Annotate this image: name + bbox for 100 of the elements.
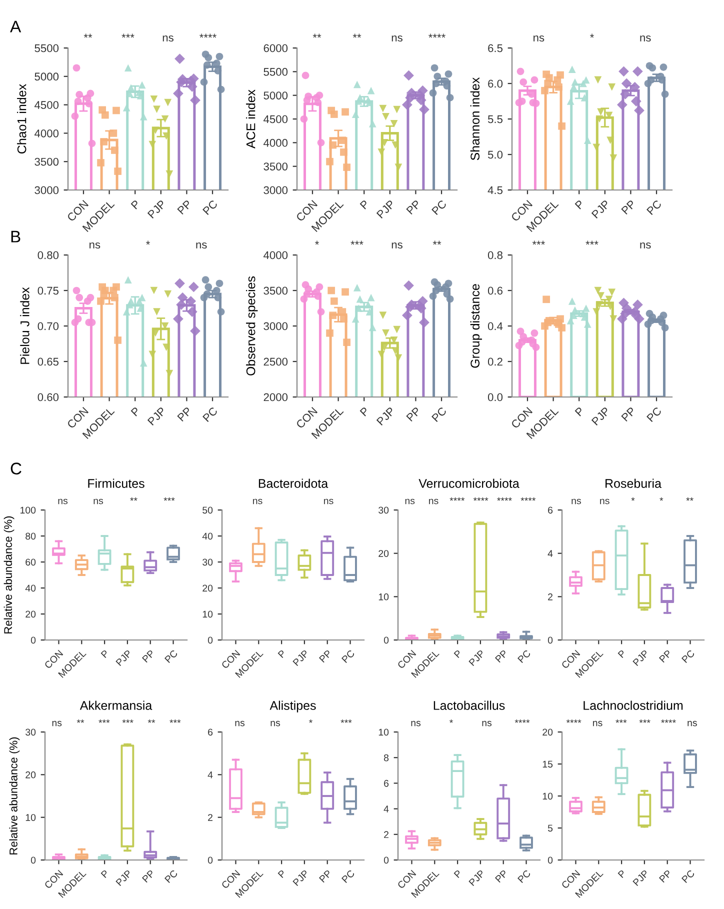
y-tick-label: 10 xyxy=(378,728,389,736)
text: A xyxy=(10,20,22,32)
x-tick-label: PP xyxy=(495,650,508,663)
text: **** xyxy=(566,719,582,723)
text: ** xyxy=(84,34,92,38)
text: *** xyxy=(98,719,110,723)
x-tick-label: PP xyxy=(142,870,155,883)
text: ns xyxy=(640,35,651,42)
y-tick-label: 5500 xyxy=(264,68,288,76)
text: ns xyxy=(392,242,402,249)
text: **** xyxy=(514,719,530,723)
x-tick-label: PP xyxy=(495,870,508,883)
y-tick-label: 0 xyxy=(30,856,36,864)
y-tick-label: 0.60 xyxy=(38,393,59,402)
y-tick-label: 30 xyxy=(378,506,389,514)
y-tick-label: 6.0 xyxy=(488,80,503,88)
text: ns xyxy=(593,720,602,726)
x-tick-label: PC xyxy=(431,200,447,216)
text: * xyxy=(315,240,319,245)
y-tick-label: 3000 xyxy=(264,186,288,194)
x-tick-label: PJP xyxy=(116,870,132,886)
y-tick-label: 50 xyxy=(202,506,213,514)
text: *** xyxy=(350,240,364,245)
y-tick-label: 0.65 xyxy=(38,358,59,366)
x-tick-label: PC xyxy=(164,649,178,664)
y-tick-label: 0 xyxy=(548,856,553,864)
text: ns xyxy=(196,242,207,249)
y-tick-label: 40 xyxy=(202,532,213,540)
text: **** xyxy=(450,497,465,501)
y-tick-label: 20 xyxy=(26,610,36,618)
y-tick-label: 8 xyxy=(384,754,389,762)
x-tick-label: PC xyxy=(164,869,178,884)
y-tick-label: 10 xyxy=(26,814,36,821)
x-tick-label: PP xyxy=(406,200,421,215)
text: B xyxy=(11,230,20,242)
x-tick-label: P xyxy=(454,650,462,658)
text: ** xyxy=(686,497,694,501)
y-tick-label: 10 xyxy=(378,593,389,600)
x-tick-label: PJP xyxy=(376,406,396,426)
x-tick-label: PJP xyxy=(147,406,166,426)
text: * xyxy=(631,497,635,501)
x-tick-label: PC xyxy=(517,649,532,664)
y-tick-label: 6 xyxy=(548,506,553,514)
x-tick-label: PC xyxy=(646,406,662,422)
x-tick-label: P xyxy=(360,200,370,210)
chart-title: Lactobacillus xyxy=(434,700,505,710)
x-tick-label: P xyxy=(618,870,626,878)
text: *** xyxy=(639,719,650,723)
y-tick-label: 60 xyxy=(26,558,36,566)
y-tick-label: 5500 xyxy=(34,44,59,52)
y-tick-label: 3500 xyxy=(264,286,288,295)
x-tick-label: P xyxy=(574,200,584,210)
y-axis-title: Chao1 index xyxy=(17,84,26,154)
x-tick-label: PC xyxy=(517,869,532,884)
text: **** xyxy=(200,34,216,38)
y-tick-label: 40 xyxy=(25,584,36,592)
text: * xyxy=(660,497,664,501)
y-tick-label: 4 xyxy=(208,772,213,778)
y-tick-label: 5.5 xyxy=(488,115,503,124)
x-tick-label: P xyxy=(130,406,140,416)
y-tick-label: 0 xyxy=(384,856,389,864)
x-tick-label: P xyxy=(574,406,584,416)
x-tick-label: P xyxy=(618,650,626,658)
chart-title: Firmicutes xyxy=(88,478,144,488)
x-tick-label: PJP xyxy=(468,870,486,886)
y-tick-label: 3500 xyxy=(34,158,59,166)
text: ns xyxy=(600,498,610,504)
y-tick-label: 3000 xyxy=(264,322,288,330)
x-tick-label: PC xyxy=(681,649,696,664)
text: **** xyxy=(473,497,488,501)
text: ** xyxy=(352,34,362,38)
text: *** xyxy=(170,719,181,723)
x-tick-label: PJP xyxy=(591,200,610,219)
y-tick-label: 2 xyxy=(548,593,552,600)
y-tick-label: 0 xyxy=(30,636,36,644)
y-tick-label: 30 xyxy=(202,558,213,566)
text: ** xyxy=(130,497,138,501)
y-axis-title: Pielou J index xyxy=(20,287,30,364)
x-tick-label: PP xyxy=(659,650,672,663)
x-tick-label: PP xyxy=(319,870,332,883)
y-tick-label: 0.75 xyxy=(38,286,59,295)
y-tick-label: 10 xyxy=(542,792,553,800)
text: ns xyxy=(411,720,421,726)
x-tick-label: PC xyxy=(681,869,696,884)
y-tick-label: 4500 xyxy=(34,101,59,109)
x-tick-label: PJP xyxy=(292,870,310,886)
y-tick-label: 4 xyxy=(548,550,553,557)
text: * xyxy=(309,719,312,723)
chart-title: Akkermansia xyxy=(80,700,152,710)
text: ns xyxy=(482,720,492,726)
y-axis-title: Relative abundance (%) xyxy=(9,737,20,854)
x-tick-label: P xyxy=(130,200,140,210)
text: ** xyxy=(312,34,322,38)
y-tick-label: 6.5 xyxy=(488,44,503,52)
text: ns xyxy=(235,720,245,726)
x-tick-label: PC xyxy=(431,406,447,422)
y-tick-label: 0 xyxy=(548,636,553,644)
y-tick-label: 2000 xyxy=(264,393,288,402)
y-tick-label: 0.80 xyxy=(38,251,59,260)
text: *** xyxy=(532,240,545,245)
